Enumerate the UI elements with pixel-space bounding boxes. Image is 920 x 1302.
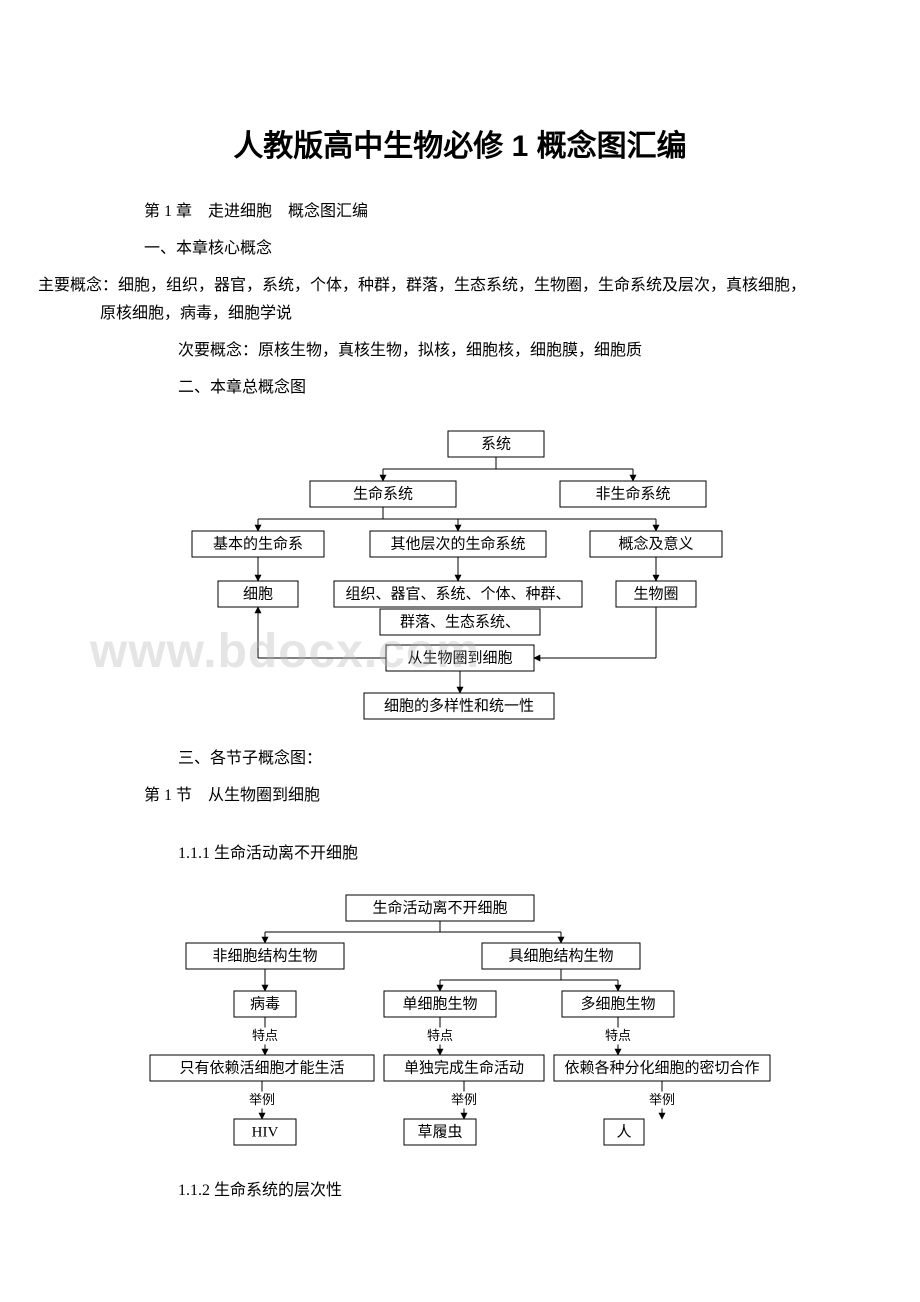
svg-text:从生物圈到细胞: 从生物圈到细胞 (407, 649, 512, 666)
svg-text:具细胞结构生物: 具细胞结构生物 (508, 948, 613, 965)
svg-text:概念及意义: 概念及意义 (618, 534, 693, 552)
svg-text:生命系统: 生命系统 (353, 484, 413, 502)
section3-heading: 三、各节子概念图： (178, 745, 820, 774)
svg-text:特点: 特点 (605, 1028, 631, 1043)
svg-text:系统: 系统 (481, 435, 511, 452)
svg-text:群落、生态系统、: 群落、生态系统、 (400, 613, 520, 630)
svg-text:单细胞生物: 单细胞生物 (402, 996, 477, 1013)
svg-text:细胞: 细胞 (243, 585, 273, 602)
sub1-title: 第 1 节 从生物圈到细胞 (144, 782, 820, 811)
svg-text:草履虫: 草履虫 (417, 1124, 462, 1141)
svg-text:HIV: HIV (252, 1125, 279, 1141)
svg-text:其他层次的生命系统: 其他层次的生命系统 (390, 534, 525, 552)
section2-heading: 二、本章总概念图 (178, 374, 820, 403)
svg-text:基本的生命系: 基本的生命系 (213, 534, 303, 552)
svg-text:组织、器官、系统、个体、种群、: 组织、器官、系统、个体、种群、 (345, 585, 570, 602)
svg-text:单独完成生命活动: 单独完成生命活动 (404, 1059, 524, 1077)
svg-text:非细胞结构生物: 非细胞结构生物 (212, 948, 317, 965)
svg-text:多细胞生物: 多细胞生物 (580, 996, 655, 1013)
svg-text:病毒: 病毒 (250, 996, 280, 1013)
svg-text:生命活动离不开细胞: 生命活动离不开细胞 (372, 899, 507, 917)
svg-text:生物圈: 生物圈 (633, 585, 678, 602)
svg-text:举例: 举例 (249, 1092, 275, 1107)
svg-text:只有依赖活细胞才能生活: 只有依赖活细胞才能生活 (179, 1060, 344, 1077)
main-concepts: 主要概念：细胞，组织，器官，系统，个体，种群，群落，生态系统，生物圈，生命系统及… (100, 272, 820, 330)
concept-diagram-2: 特点 特点 特点举例 举例 举例 生命活动离不开细胞非细胞结构生物 具细胞结构生物病毒 单细胞… (130, 885, 790, 1157)
sub111-title: 1.1.1 生命活动离不开细胞 (178, 840, 820, 869)
svg-text:举例: 举例 (451, 1092, 477, 1107)
svg-text:依赖各种分化细胞的密切合作: 依赖各种分化细胞的密切合作 (564, 1060, 759, 1077)
svg-text:特点: 特点 (427, 1028, 453, 1043)
svg-text:特点: 特点 (252, 1028, 278, 1043)
svg-text:人: 人 (616, 1124, 631, 1141)
chapter-line: 第 1 章 走进细胞 概念图汇编 (144, 198, 820, 227)
svg-text:举例: 举例 (649, 1092, 675, 1107)
minor-concepts: 次要概念：原核生物，真核生物，拟核，细胞核，细胞膜，细胞质 (178, 337, 820, 366)
page-title: 人教版高中生物必修 1 概念图汇编 (100, 120, 820, 174)
concept-diagram-1: 系统生命系统 非生命系统基本的生命系 其他层次的生命系统 概念及意义细胞 组织、器官、系… (160, 419, 760, 729)
sub112-title: 1.1.2 生命系统的层次性 (178, 1177, 820, 1206)
svg-text:细胞的多样性和统一性: 细胞的多样性和统一性 (384, 697, 534, 714)
svg-text:非生命系统: 非生命系统 (595, 484, 670, 502)
section1-heading: 一、本章核心概念 (144, 235, 820, 264)
